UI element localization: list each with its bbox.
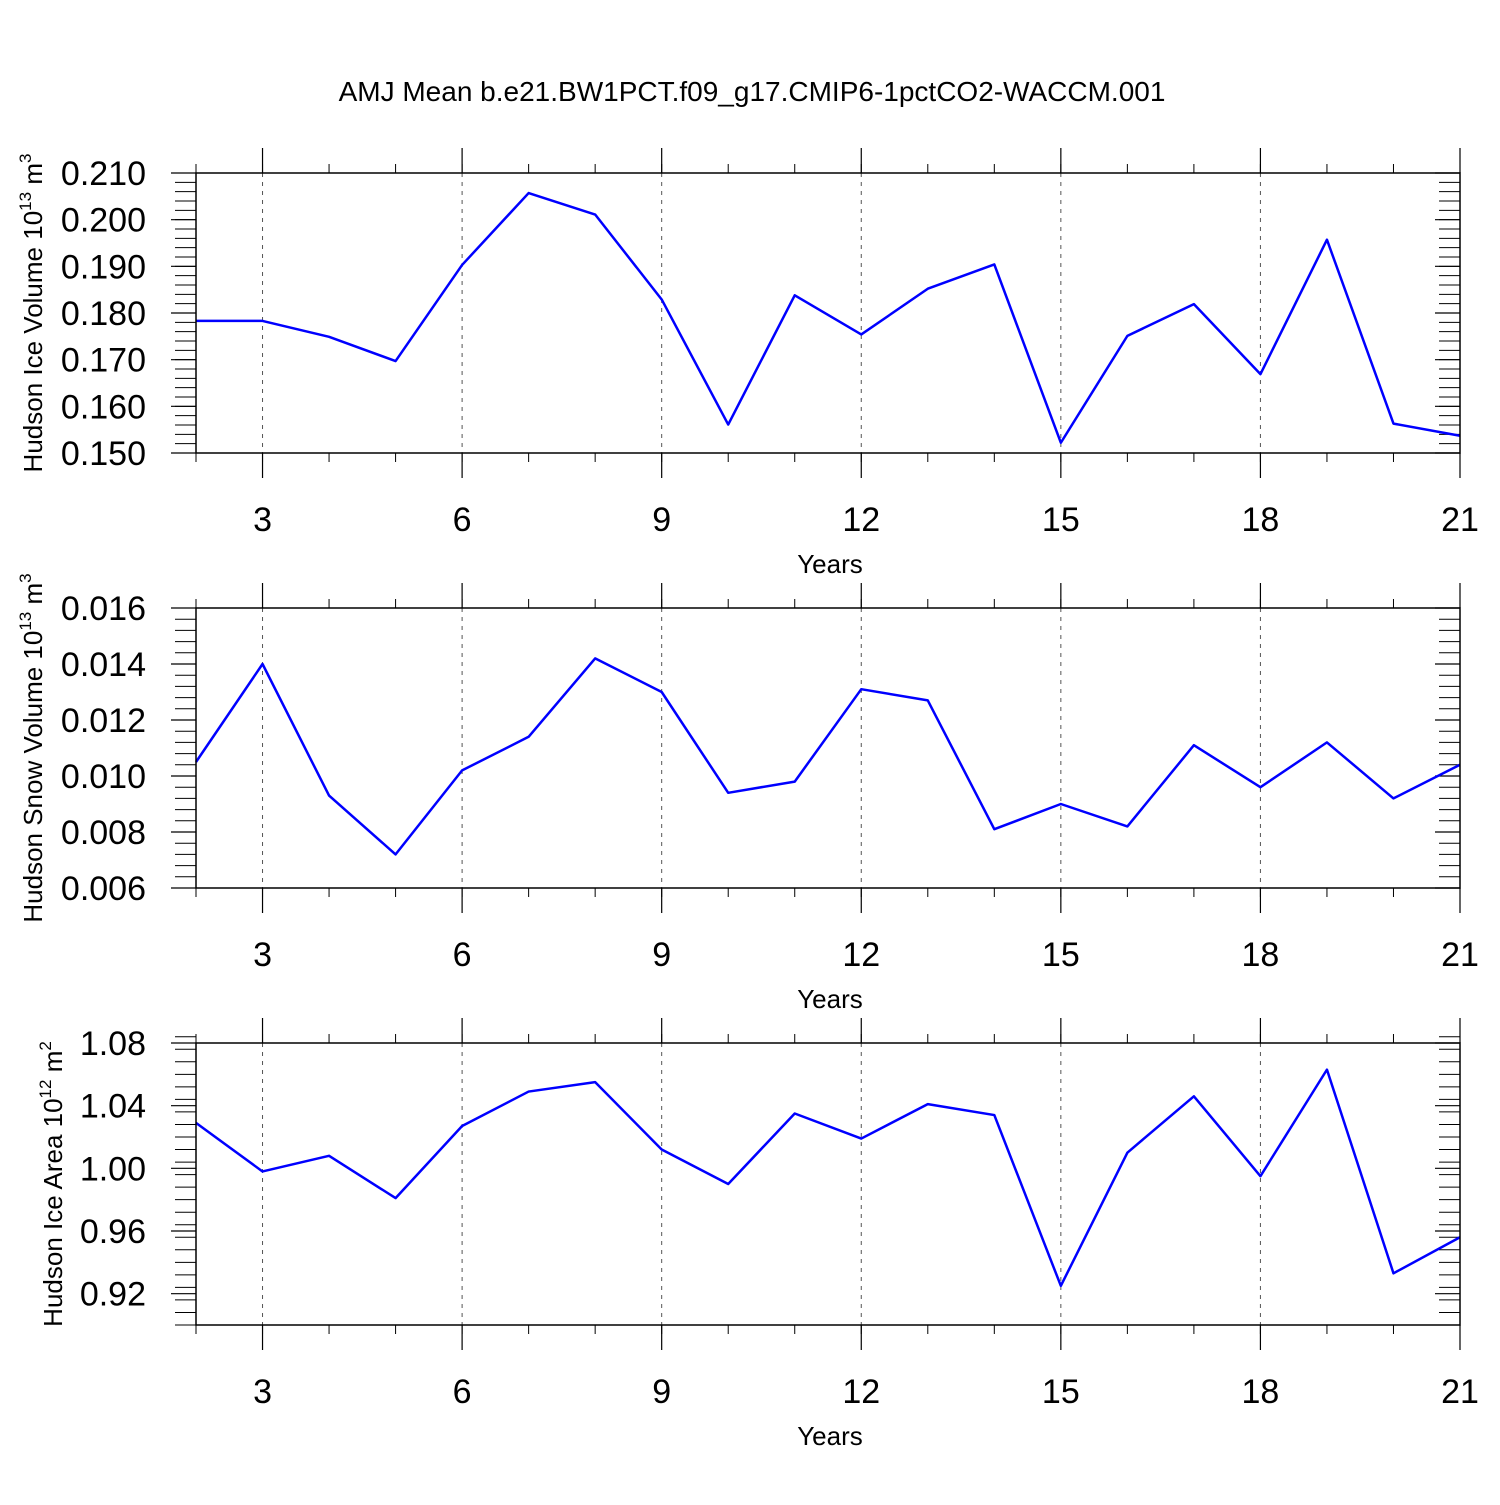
y-tick-label: 0.170	[61, 342, 146, 380]
series-line	[196, 193, 1460, 443]
figure-title: AMJ Mean b.e21.BW1PCT.f09_g17.CMIP6-1pct…	[339, 76, 1166, 107]
x-tick-label: 3	[253, 936, 272, 974]
y-tick-label: 1.08	[80, 1025, 146, 1063]
series-line	[196, 1070, 1460, 1286]
x-tick-label: 18	[1242, 501, 1280, 539]
x-tick-label: 15	[1042, 1373, 1080, 1411]
y-tick-label: 0.200	[61, 202, 146, 240]
x-tick-label: 18	[1242, 1373, 1280, 1411]
panel-1: 3 6 9 12 15 18 21 0.150 0.160 0.170 0.180 0.190 0.20…	[16, 148, 1479, 579]
x-tick-label: 21	[1441, 501, 1479, 539]
y-tick-label: 0.010	[61, 758, 146, 796]
x-tick-label: 9	[652, 501, 671, 539]
y-axis-label: Hudson Ice Volume 1013 m3	[16, 154, 48, 473]
x-tick-label: 6	[453, 501, 472, 539]
x-axis-label: Years	[797, 984, 863, 1014]
panel-3: 3 6 9 12 15 18 21 0.92 0.96 1.00 1.04 1.08 Years Huds…	[36, 1018, 1479, 1451]
y-tick-label: 0.210	[61, 155, 146, 193]
x-tick-label: 15	[1042, 501, 1080, 539]
y-tick-label: 0.190	[61, 248, 146, 286]
y-tick-label: 0.160	[61, 388, 146, 426]
x-tick-label: 21	[1441, 1373, 1479, 1411]
y-tick-label: 0.008	[61, 814, 146, 852]
plot-frame	[196, 1043, 1460, 1325]
y-tick-label: 0.006	[61, 870, 146, 908]
x-tick-label: 12	[842, 501, 880, 539]
y-tick-label: 1.04	[80, 1088, 146, 1126]
y-tick-label: 0.96	[80, 1213, 146, 1251]
x-tick-label: 21	[1441, 936, 1479, 974]
y-tick-label: 0.150	[61, 435, 146, 473]
x-tick-label: 9	[652, 936, 671, 974]
x-tick-label: 3	[253, 1373, 272, 1411]
x-tick-label: 6	[453, 1373, 472, 1411]
x-tick-label: 12	[842, 1373, 880, 1411]
y-tick-label: 0.014	[61, 646, 146, 684]
y-axis-label: Hudson Snow Volume 1013 m3	[16, 573, 48, 922]
y-tick-label: 0.016	[61, 590, 146, 628]
x-tick-label: 12	[842, 936, 880, 974]
x-tick-label: 9	[652, 1373, 671, 1411]
panel-2: 3 6 9 12 15 18 21 0.006 0.008 0.010 0.012 0.014 0.01…	[16, 573, 1479, 1014]
y-tick-label: 0.180	[61, 295, 146, 333]
series-line	[196, 658, 1460, 854]
x-tick-label: 18	[1242, 936, 1280, 974]
y-axis-label: Hudson Ice Area 1012 m2	[36, 1041, 68, 1327]
y-tick-label: 0.92	[80, 1276, 146, 1314]
x-tick-label: 6	[453, 936, 472, 974]
x-tick-label: 15	[1042, 936, 1080, 974]
x-tick-label: 3	[253, 501, 272, 539]
y-tick-label: 0.012	[61, 702, 146, 740]
y-tick-label: 1.00	[80, 1150, 146, 1188]
x-axis-label: Years	[797, 1421, 863, 1451]
x-axis-label: Years	[797, 549, 863, 579]
plot-frame	[196, 173, 1460, 453]
